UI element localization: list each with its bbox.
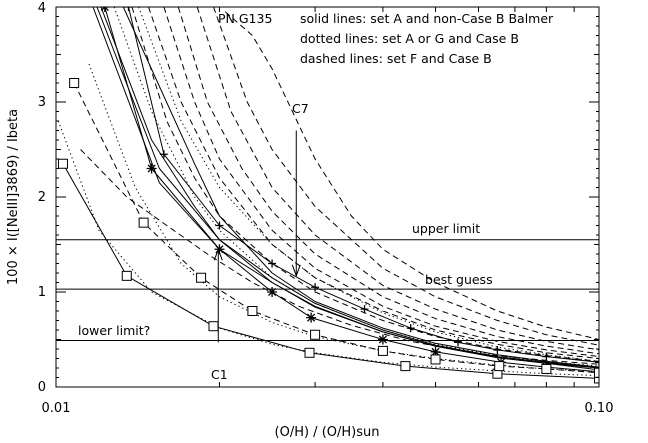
series-11-marker-3 [247,306,258,316]
upper-limit-label: upper limit [412,221,480,236]
series-11-marker-8 [541,363,552,374]
series-0-marker-1 [121,270,132,281]
series-4-marker-3 [267,287,278,297]
series-6-marker-8 [493,345,502,354]
series-11-marker-5 [377,345,388,356]
series-0-marker-3 [304,347,315,358]
series-11-marker-6 [430,354,441,365]
series-line-11 [73,82,599,374]
series-line-2 [96,7,599,369]
lower-limit-label: lower limit? [78,323,150,338]
series-line-3 [100,7,599,371]
x-axis-label: (O/H) / (O/H)sun [275,425,380,440]
series-line-4 [104,7,599,373]
y-tick-label-1: 1 [38,285,46,300]
series-0-marker-2 [208,321,219,332]
series-11-marker-7 [494,361,505,372]
label-c1: C1 [211,367,228,382]
series-line-13 [131,7,599,362]
axis-ticks [55,6,600,388]
series-line-12 [80,149,599,365]
series-line-15 [163,7,599,358]
arrow-head-0 [291,264,301,278]
series-4-marker-5 [377,334,388,345]
annotation-object: PN G135 [218,11,272,26]
series-line-8 [88,63,599,373]
series-line-0 [62,163,599,379]
marker-layer [57,7,599,384]
series-0-marker-6 [594,373,599,384]
legend-line-solid: solid lines: set A and non-Case B Balmer [300,11,554,26]
series-line-7 [57,120,599,377]
series-line-16 [177,7,599,355]
arrows [213,130,301,343]
series-0-marker-0 [57,158,68,169]
x-tick-label-1: 0.10 [585,401,614,416]
reference-lines [56,239,599,341]
arrow-head-1 [213,247,223,261]
series-6-marker-0 [124,7,133,11]
series-6-marker-1 [159,150,168,159]
y-tick-label-2: 2 [38,190,46,205]
series-11-marker-9 [594,367,599,378]
legend-line-dashed: dashed lines: set F and Case B [300,51,492,66]
best-guess-label: best guess [425,272,493,287]
series-6-marker-3 [268,259,277,268]
series-layer [57,7,599,379]
series-6-marker-9 [542,352,551,361]
y-tick-label-0: 0 [38,380,46,395]
series-6-marker-6 [406,324,415,333]
series-line-17 [196,7,599,351]
y-axis-label: 100 × I([NeIII]3869) / Ibeta [6,109,21,285]
legend-line-dotted: dotted lines: set A or G and Case B [300,31,519,46]
series-6-marker-10 [595,358,599,367]
series-6-marker-4 [311,283,320,292]
series-line-10 [138,7,599,362]
x-tick-label-0: 0.01 [42,401,71,416]
y-tick-label-3: 3 [38,95,46,110]
series-11-marker-2 [196,272,207,283]
series-11-marker-4 [310,329,321,340]
series-4-marker-2 [214,244,225,255]
series-4-marker-6 [430,346,441,357]
series-11-marker-1 [138,217,149,228]
series-4-marker-4 [306,312,317,323]
series-4-marker-1 [146,163,157,174]
series-6-marker-5 [360,305,369,314]
y-tick-label-4: 4 [38,1,46,16]
series-6-marker-7 [454,338,463,347]
series-11-marker-0 [69,78,80,88]
series-line-14 [148,7,599,359]
series-line-19 [224,11,599,340]
label-c7: C7 [292,101,309,116]
series-6-marker-2 [215,221,224,230]
series-0-marker-4 [400,361,411,372]
